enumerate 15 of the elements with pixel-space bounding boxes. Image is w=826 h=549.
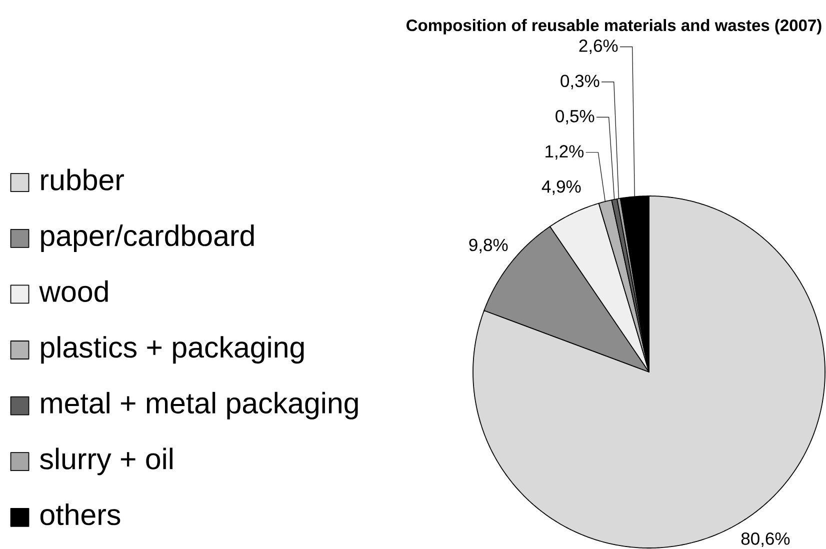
legend-label: metal + metal packaging bbox=[41, 392, 358, 420]
legend-label: rubber bbox=[41, 168, 124, 190]
data-label: 0,5% bbox=[556, 110, 594, 124]
data-label: 80,6% bbox=[741, 532, 790, 547]
chart-title: Composition of reusable materials and wastes (2007) bbox=[406, 19, 822, 34]
legend-label: wood bbox=[39, 280, 108, 302]
data-label: 4,9% bbox=[542, 180, 581, 195]
legend-label: paper/cardboard bbox=[41, 224, 254, 252]
legend-label: others bbox=[40, 504, 120, 526]
data-label: 9,8% bbox=[469, 238, 508, 254]
data-label: 0,3% bbox=[560, 74, 600, 90]
data-label: 1,2% bbox=[546, 145, 584, 160]
data-label: 2,6% bbox=[579, 40, 618, 54]
legend-label: slurry + oil bbox=[40, 448, 172, 476]
legend-label: plastics + packaging bbox=[41, 336, 304, 364]
